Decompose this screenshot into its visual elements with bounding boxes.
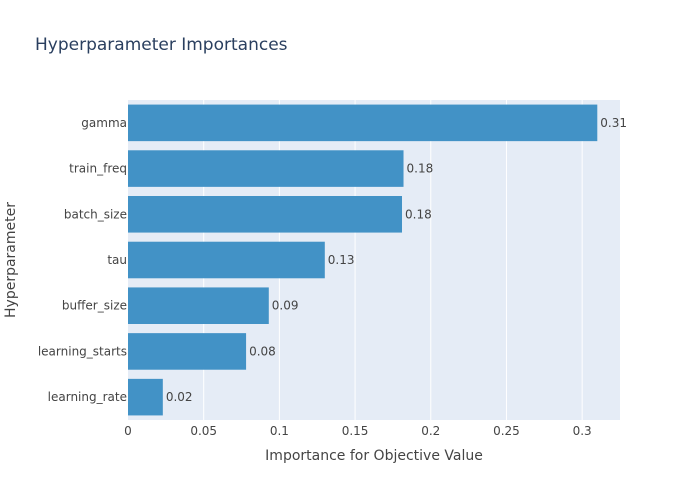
bar-gamma[interactable] — [128, 104, 598, 142]
value-labels: 0.31 0.18 0.18 0.13 0.09 0.08 0.02 — [166, 116, 627, 404]
value-label-batch_size: 0.18 — [405, 207, 432, 221]
bar-batch_size[interactable] — [128, 196, 403, 233]
x-tick-label: 0.05 — [190, 424, 217, 438]
value-label-gamma: 0.31 — [600, 116, 627, 130]
bar-learning_starts[interactable] — [128, 333, 247, 370]
bar-tau[interactable] — [128, 241, 325, 279]
y-tick-label-learning_starts: learning_starts — [38, 344, 127, 358]
bar-train_freq[interactable] — [128, 150, 404, 187]
y-axis-title: Hyperparameter — [3, 202, 19, 318]
x-tick-label: 0.15 — [342, 424, 369, 438]
y-tick-label-train_freq: train_freq — [69, 162, 127, 176]
y-tick-label-batch_size: batch_size — [64, 207, 127, 221]
x-tick-label: 0.1 — [270, 424, 289, 438]
value-label-learning_starts: 0.08 — [249, 344, 276, 358]
y-tick-label-buffer_size: buffer_size — [62, 299, 127, 313]
x-axis-title: Importance for Objective Value — [265, 448, 483, 464]
bar-buffer_size[interactable] — [128, 287, 269, 324]
x-tick-label: 0.3 — [573, 424, 592, 438]
x-tick-label: 0 — [124, 424, 132, 438]
y-tick-label-tau: tau — [107, 253, 127, 267]
y-tick-label-gamma: gamma — [81, 116, 127, 130]
x-tick-labels: 0 0.05 0.1 0.15 0.2 0.25 0.3 — [124, 424, 592, 438]
value-label-train_freq: 0.18 — [407, 162, 434, 176]
y-tick-label-learning_rate: learning_rate — [48, 390, 127, 404]
value-label-tau: 0.13 — [328, 253, 355, 267]
x-tick-label: 0.25 — [493, 424, 520, 438]
x-tick-label: 0.2 — [421, 424, 440, 438]
value-label-buffer_size: 0.09 — [272, 299, 299, 313]
chart-title: Hyperparameter Importances — [35, 35, 288, 55]
bar-learning_rate[interactable] — [128, 378, 163, 416]
value-label-learning_rate: 0.02 — [166, 390, 193, 404]
bars — [128, 104, 598, 416]
